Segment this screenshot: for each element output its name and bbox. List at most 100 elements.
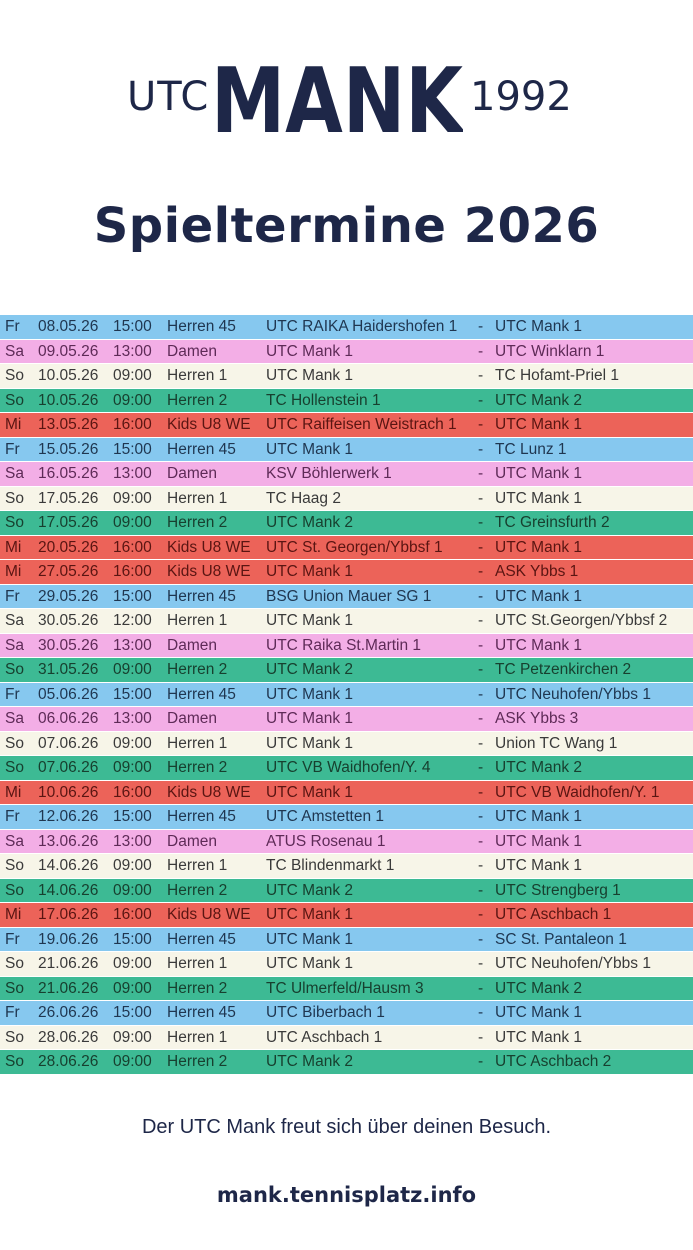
- cell-team: Herren 2: [167, 979, 228, 997]
- table-row: Mi 27.05.26 16:00 Kids U8 WE UTC Mank 1 - ASK …: [0, 560, 693, 584]
- table-row: Sa 30.05.26 13:00 Damen UTC Raika St.Martin …: [0, 633, 693, 657]
- cell-date: 13.06.26: [38, 832, 99, 850]
- cell-date: 13.05.26: [38, 416, 99, 433]
- cell-day: So: [5, 881, 24, 899]
- cell-date: 07.06.26: [38, 759, 99, 776]
- cell-team: Herren 45: [167, 685, 236, 703]
- separator: -: [478, 563, 484, 580]
- table-row: Fr 29.05.26 15:00 Herren 45 BSG Union Mauer …: [0, 584, 693, 608]
- separator: -: [478, 661, 484, 678]
- cell-time: 13:00: [113, 342, 152, 360]
- cell-date: 10.05.26: [38, 391, 99, 409]
- cell-away: Union TC Wang 1: [495, 734, 618, 752]
- cell-time: 16:00: [113, 783, 152, 801]
- separator: -: [478, 955, 484, 972]
- cell-time: 16:00: [113, 416, 152, 433]
- website-link[interactable]: mank.tennisplatz.info: [216, 1183, 477, 1207]
- cell-home: TC Ulmerfeld/Hausm 3: [266, 979, 424, 997]
- cell-day: Fr: [5, 808, 20, 825]
- cell-away: UTC Mank 1: [495, 636, 582, 654]
- table-row: Mi 17.06.26 16:00 Kids U8 WE UTC Mank 1 - UTC …: [0, 903, 693, 927]
- separator: -: [478, 1053, 484, 1070]
- cell-home: UTC St. Georgen/Ybbsf 1: [266, 538, 443, 556]
- cell-away: UTC Neuhofen/Ybbs 1: [495, 685, 651, 703]
- cell-home: BSG Union Mauer SG 1: [266, 587, 432, 605]
- cell-home: UTC Raiffeisen Weistrach 1: [266, 416, 457, 433]
- cell-away: UTC Mank 1: [495, 538, 582, 556]
- cell-date: 14.06.26: [38, 881, 99, 899]
- table-row: So 14.06.26 09:00 Herren 1 TC Blindenmarkt 1…: [0, 854, 693, 878]
- cell-home: UTC Amstetten 1: [266, 808, 385, 825]
- cell-day: So: [5, 1053, 24, 1070]
- separator: -: [478, 465, 484, 482]
- cell-away: UTC Mank 1: [495, 465, 582, 482]
- cell-date: 17.06.26: [38, 906, 99, 923]
- cell-date: 31.05.26: [38, 661, 99, 678]
- cell-away: UTC Mank 1: [495, 318, 582, 335]
- table-row: So 31.05.26 09:00 Herren 2 UTC Mank 2 - TC Pet…: [0, 658, 693, 682]
- separator: -: [478, 759, 484, 776]
- cell-home: TC Blindenmarkt 1: [266, 857, 395, 874]
- table-row: Sa 13.06.26 13:00 Damen ATUS Rosenau 1 - UTC M…: [0, 829, 693, 853]
- separator: -: [478, 857, 484, 874]
- cell-time: 09:00: [113, 489, 152, 507]
- table-row: Sa 06.06.26 13:00 Damen UTC Mank 1 - ASK Ybbs …: [0, 707, 693, 731]
- cell-home: UTC Mank 2: [266, 1053, 353, 1070]
- separator: -: [478, 832, 484, 850]
- cell-team: Kids U8 WE: [167, 416, 251, 433]
- cell-time: 09:00: [113, 881, 152, 899]
- separator: -: [478, 587, 484, 605]
- cell-date: 07.06.26: [38, 734, 99, 752]
- cell-day: Sa: [5, 832, 24, 850]
- cell-date: 21.06.26: [38, 955, 99, 972]
- cell-time: 09:00: [113, 734, 152, 752]
- cell-team: Herren 45: [167, 808, 236, 825]
- cell-day: So: [5, 661, 24, 678]
- separator: -: [478, 1028, 484, 1046]
- cell-day: Fr: [5, 318, 20, 335]
- separator: -: [478, 734, 484, 752]
- logo-utc-text: UTC: [127, 74, 210, 120]
- separator: -: [478, 636, 484, 654]
- page-title: Spieltermine 2026: [93, 198, 600, 254]
- cell-home: UTC Mank 1: [266, 906, 353, 923]
- cell-time: 09:00: [113, 857, 152, 874]
- separator: -: [478, 685, 484, 703]
- cell-team: Kids U8 WE: [167, 538, 251, 556]
- cell-home: UTC Mank 1: [266, 612, 353, 629]
- separator: -: [478, 979, 484, 997]
- cell-day: So: [5, 391, 24, 409]
- cell-date: 17.05.26: [38, 514, 99, 531]
- cell-date: 28.06.26: [38, 1053, 99, 1070]
- cell-home: TC Hollenstein 1: [266, 391, 381, 409]
- cell-away: ASK Ybbs 3: [495, 710, 579, 727]
- cell-home: UTC Mank 1: [266, 710, 353, 727]
- cell-team: Herren 1: [167, 489, 228, 507]
- cell-date: 30.05.26: [38, 612, 99, 629]
- cell-day: So: [5, 955, 24, 972]
- cell-team: Kids U8 WE: [167, 783, 251, 801]
- cell-date: 09.05.26: [38, 342, 99, 360]
- cell-time: 09:00: [113, 1053, 152, 1070]
- cell-team: Herren 2: [167, 391, 228, 409]
- cell-day: So: [5, 367, 24, 384]
- cell-time: 15:00: [113, 1004, 152, 1021]
- cell-day: Mi: [5, 783, 22, 801]
- cell-team: Damen: [167, 342, 217, 360]
- cell-date: 27.05.26: [38, 563, 99, 580]
- cell-team: Herren 45: [167, 587, 236, 605]
- cell-day: Fr: [5, 587, 20, 605]
- cell-home: UTC Raika St.Martin 1: [266, 636, 422, 654]
- cell-home: UTC Mank 2: [266, 514, 353, 531]
- cell-team: Damen: [167, 832, 217, 850]
- cell-day: Mi: [5, 906, 22, 923]
- separator: -: [478, 367, 484, 384]
- cell-date: 10.06.26: [38, 783, 99, 801]
- cell-time: 09:00: [113, 979, 152, 997]
- cell-team: Herren 1: [167, 857, 228, 874]
- cell-day: Sa: [5, 710, 24, 727]
- cell-day: Mi: [5, 538, 22, 556]
- cell-time: 15:00: [113, 587, 152, 605]
- cell-away: UTC Mank 1: [495, 587, 582, 605]
- cell-away: UTC Mank 1: [495, 857, 582, 874]
